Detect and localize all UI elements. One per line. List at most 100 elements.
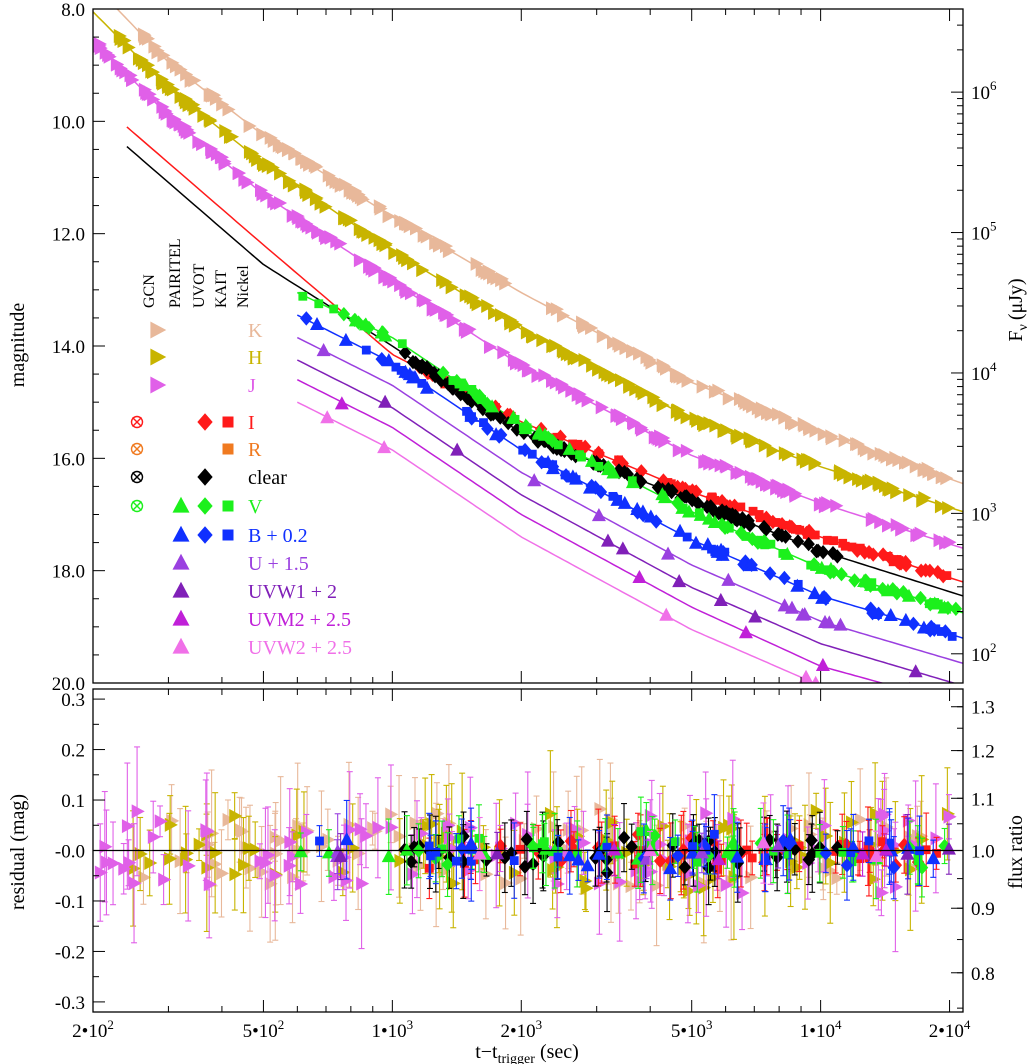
data-point-marker xyxy=(779,529,792,544)
data-point-marker xyxy=(138,82,152,97)
data-point-marker xyxy=(364,258,378,273)
data-point-marker xyxy=(251,152,265,167)
residual-point-2-83 xyxy=(107,821,121,906)
data-point-marker xyxy=(575,391,589,406)
residual-point-0-37 xyxy=(216,829,230,918)
data-point-marker xyxy=(858,545,871,560)
data-point-marker xyxy=(802,536,815,552)
data-point-0-88 xyxy=(296,151,310,166)
data-point-1-168 xyxy=(388,245,402,261)
data-point-marker xyxy=(661,478,671,488)
data-point-marker xyxy=(614,373,629,388)
data-point-1-166 xyxy=(635,384,649,399)
data-point-marker xyxy=(671,369,685,384)
data-point-marker xyxy=(301,218,315,233)
data-point-2-142 xyxy=(897,521,911,536)
data-point-marker xyxy=(697,414,711,429)
data-point-2-127 xyxy=(394,278,408,293)
data-point-1-125 xyxy=(204,114,218,129)
data-point-2-180 xyxy=(882,518,896,533)
data-point-1-119 xyxy=(282,175,297,190)
data-point-1-104 xyxy=(445,280,459,295)
data-point-marker xyxy=(833,617,848,631)
model-curve-8 xyxy=(296,359,957,683)
model-curve-7 xyxy=(296,336,963,665)
data-point-marker xyxy=(426,302,440,317)
data-point-3-16 xyxy=(748,506,758,516)
data-point-0-161 xyxy=(708,384,722,399)
data-point-1-177 xyxy=(261,158,275,173)
data-point-7-4 xyxy=(316,343,331,357)
data-point-1-106 xyxy=(556,343,570,358)
data-point-6-61 xyxy=(763,566,777,581)
data-point-1-131 xyxy=(720,423,734,438)
data-point-3-39 xyxy=(802,530,812,539)
data-point-3-103 xyxy=(736,502,746,512)
data-point-marker xyxy=(626,344,641,359)
data-point-0-176 xyxy=(802,420,817,435)
data-point-marker xyxy=(448,313,462,328)
data-point-marker xyxy=(267,134,281,149)
data-point-marker xyxy=(822,535,832,545)
data-point-0-137 xyxy=(626,344,641,359)
data-point-marker xyxy=(802,530,812,539)
data-point-0-113 xyxy=(420,229,434,244)
data-point-marker xyxy=(382,209,396,224)
data-point-1-152 xyxy=(251,152,265,167)
data-point-marker xyxy=(174,62,188,77)
data-point-5-107 xyxy=(397,339,407,349)
data-point-1-123 xyxy=(299,185,313,200)
data-point-marker xyxy=(772,478,786,493)
data-point-1-118 xyxy=(843,469,857,484)
data-point-marker xyxy=(420,229,434,244)
data-point-marker xyxy=(147,92,161,107)
data-point-marker xyxy=(577,318,591,333)
data-point-marker xyxy=(274,166,288,181)
data-point-marker xyxy=(696,379,710,394)
data-point-3-104 xyxy=(829,536,839,546)
residual-marker xyxy=(158,872,172,887)
residual-marker xyxy=(578,835,592,850)
data-point-5-105 xyxy=(329,304,339,314)
data-point-0-119 xyxy=(310,159,324,174)
data-point-1-137 xyxy=(918,490,932,505)
data-point-3-91 xyxy=(671,479,684,495)
data-point-marker xyxy=(761,477,775,492)
residual-marker xyxy=(838,847,848,857)
data-point-marker xyxy=(531,368,545,383)
residual-point-2-5 xyxy=(99,790,113,903)
data-point-marker xyxy=(707,503,720,518)
data-point-6-59 xyxy=(700,537,715,551)
data-point-2-64 xyxy=(448,313,462,328)
data-point-marker xyxy=(771,407,786,422)
data-point-2-175 xyxy=(615,412,629,427)
residual-marker xyxy=(474,833,484,843)
data-point-4-73 xyxy=(779,529,792,544)
data-point-marker xyxy=(441,307,455,322)
data-point-1-105 xyxy=(122,40,136,55)
data-point-0-158 xyxy=(585,321,599,336)
residual-marker xyxy=(515,844,525,854)
data-point-marker xyxy=(116,63,130,78)
data-point-marker xyxy=(246,146,260,161)
data-point-5-102 xyxy=(741,532,751,541)
data-point-2-151 xyxy=(364,258,378,273)
data-point-marker xyxy=(851,543,864,558)
data-point-marker xyxy=(320,410,335,424)
data-point-marker xyxy=(394,213,408,228)
data-point-1-132 xyxy=(903,488,917,503)
data-point-1-128 xyxy=(592,362,606,377)
data-point-marker xyxy=(751,401,765,416)
data-point-6-90 xyxy=(936,627,946,636)
data-point-marker xyxy=(256,127,270,142)
data-point-marker xyxy=(353,253,367,268)
data-point-marker xyxy=(899,554,912,570)
data-point-marker xyxy=(914,563,928,578)
data-point-3-70 xyxy=(810,530,820,540)
data-point-marker xyxy=(261,158,275,173)
data-point-marker xyxy=(666,479,676,489)
data-point-0-58 xyxy=(382,209,396,224)
data-point-0-169 xyxy=(922,464,936,479)
data-point-1-127 xyxy=(339,211,353,226)
data-point-marker xyxy=(361,345,371,355)
